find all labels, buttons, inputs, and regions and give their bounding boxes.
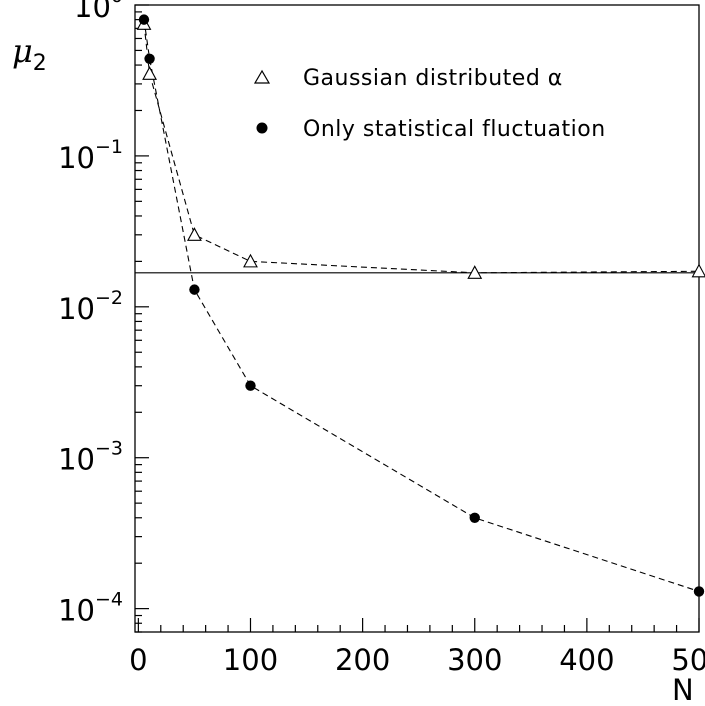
x-tick-label: 400: [559, 643, 614, 677]
circle-data-point: [138, 14, 150, 25]
x-tick-label: 500: [671, 643, 705, 677]
circle-data-point: [693, 586, 705, 597]
series-markers: [136, 14, 705, 597]
triangle-data-point: [691, 263, 705, 278]
circle-data-point: [144, 53, 155, 65]
legend-label-statistical: Only statistical fluctuation: [303, 117, 606, 142]
legend: Gaussian distributed α Only statistical …: [253, 66, 606, 142]
x-tick-label: 300: [447, 643, 502, 677]
x-tick-label: 0: [129, 643, 147, 677]
x-tick-label: 100: [223, 643, 278, 677]
y-axis-title-subscript: 2: [33, 51, 47, 76]
y-tick-label: 10−3: [58, 438, 123, 477]
circle-data-point: [469, 512, 480, 523]
series-line-1: [143, 19, 700, 592]
triangle-data-point: [467, 265, 483, 279]
x-axis-title: N: [672, 673, 694, 706]
triangle-data-point: [187, 227, 202, 241]
circle-data-point: [245, 380, 256, 391]
y-tick-label: 10−1: [58, 136, 123, 175]
y-tick-label: 10−2: [58, 287, 123, 326]
plot-frame: [134, 4, 700, 633]
y-tick-label: 100: [74, 0, 123, 24]
legend-label-gaussian: Gaussian distributed α: [303, 66, 563, 91]
legend-item-statistical: Only statistical fluctuation: [256, 117, 606, 142]
legend-item-gaussian: Gaussian distributed α: [253, 66, 563, 91]
legend-triangle-marker: [253, 69, 271, 84]
y-tick-label: 10−4: [58, 589, 123, 628]
circle-data-point: [189, 284, 200, 295]
y-axis-ticks: 100 10−1 10−2 10−3 10−4: [58, 0, 149, 633]
legend-circle-marker: [256, 122, 268, 134]
y-axis-title: μ2: [12, 32, 47, 76]
series-lines: [143, 19, 700, 592]
x-tick-label: 200: [335, 643, 390, 677]
x-axis-ticks: 0 100 200 300 400 500: [129, 618, 705, 677]
series-line-0: [143, 23, 700, 274]
triangle-data-point: [243, 253, 258, 268]
triangle-data-point: [142, 66, 157, 80]
